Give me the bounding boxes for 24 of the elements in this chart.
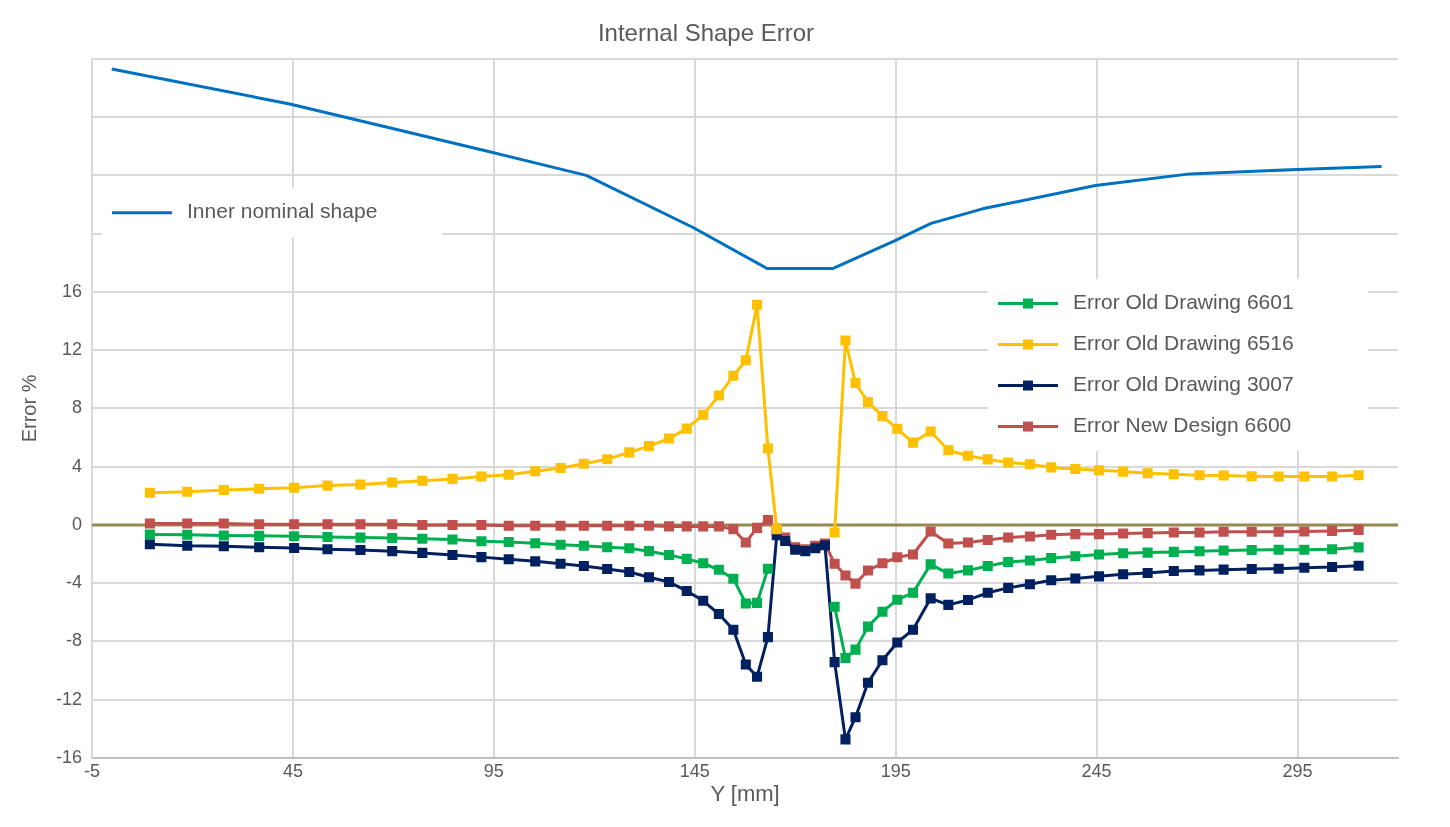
y-tick-label: 4 [72, 455, 83, 476]
y-tick-label: -4 [66, 572, 83, 593]
y-tick-label: 0 [72, 513, 83, 534]
y-axis-title: Error % [17, 374, 40, 443]
x-tick-label: 195 [880, 760, 911, 781]
legend-label: Error New Design 6600 [1073, 413, 1292, 437]
chart-title: Internal Shape Error [597, 19, 815, 47]
y-tick-label: -8 [66, 630, 83, 651]
y-tick-label: -12 [56, 688, 83, 709]
x-tick-label: -5 [84, 760, 101, 781]
x-tick-label: 145 [679, 760, 710, 781]
legend-label: Error Old Drawing 3007 [1073, 372, 1294, 396]
legend-label: Inner nominal shape [187, 199, 378, 223]
y-tick-label: 16 [61, 280, 83, 301]
legend-label: Error Old Drawing 6601 [1073, 290, 1294, 314]
y-tick-label: 8 [72, 397, 83, 418]
x-axis-title: Y [mm] [710, 780, 780, 806]
y-tick-label: 12 [61, 339, 83, 360]
x-tick-label: 45 [282, 760, 303, 781]
legend-label: Error Old Drawing 6516 [1073, 331, 1294, 355]
x-tick-label: 295 [1282, 760, 1313, 781]
x-tick-label: 95 [483, 760, 504, 781]
y-tick-label: -16 [56, 746, 83, 767]
x-tick-label: 245 [1081, 760, 1112, 781]
